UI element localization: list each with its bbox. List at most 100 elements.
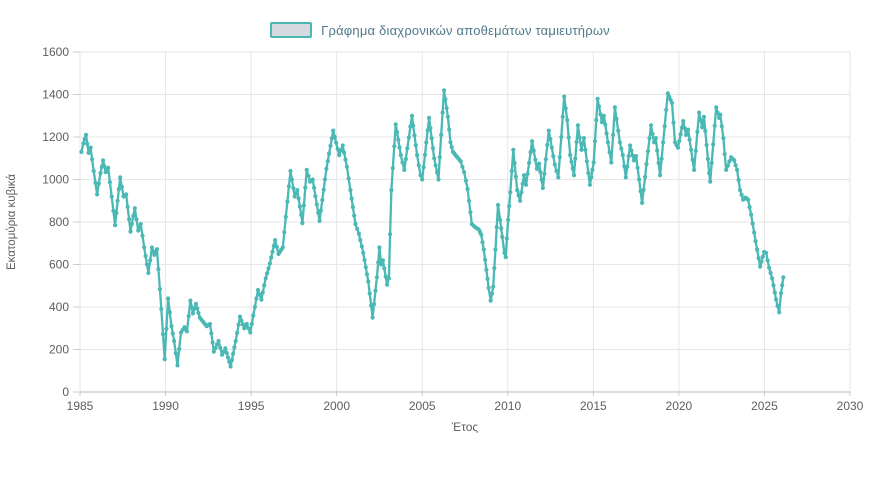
data-point-marker [656,160,661,165]
data-point-marker [251,313,256,318]
x-tick-label: 2020 [666,399,693,413]
x-tick-label: 1985 [67,399,94,413]
data-point-marker [498,217,503,222]
data-point-marker [460,164,465,169]
data-point-marker [565,117,570,123]
data-point-marker [616,128,621,133]
data-point-marker [299,212,304,217]
data-point-marker [494,225,499,230]
legend-item[interactable]: Γράφημα διαχρονικών αποθεμάτων ταμιευτήρ… [0,22,880,38]
data-point-marker [781,275,786,280]
data-point-marker [721,136,726,141]
data-point-marker [484,267,489,272]
data-point-marker [552,162,557,167]
data-point-marker [540,185,546,191]
data-point-marker [310,177,315,182]
data-point-marker [697,110,702,115]
data-point-marker [687,137,692,142]
data-point-marker [546,128,551,133]
data-point-marker [136,228,141,233]
data-point-marker [580,141,585,146]
y-axis-title: Εκατομύρια κυβικά [6,174,18,270]
data-point-marker [318,208,323,213]
data-point-marker [322,177,328,182]
data-point-marker [753,239,758,244]
data-point-marker [445,114,450,119]
data-point-marker [500,234,505,239]
data-point-marker [188,298,193,303]
data-point-marker [349,196,354,201]
data-point-marker [620,153,625,158]
data-point-marker [288,168,293,174]
data-point-marker [338,148,343,153]
data-point-marker [481,247,486,252]
data-point-marker [626,154,631,159]
data-point-marker [131,213,136,219]
data-point-marker [235,330,240,335]
data-point-marker [324,166,329,171]
data-point-marker [167,310,172,315]
data-point-marker [515,188,520,193]
data-point-marker [504,236,509,241]
data-point-marker [95,192,100,197]
data-point-marker [228,364,233,369]
data-point-marker [101,158,106,163]
data-point-marker [413,143,418,148]
data-point-marker [285,199,290,204]
data-point-marker [521,173,527,178]
data-point-marker [144,262,150,267]
data-point-marker [653,136,658,141]
data-point-marker [327,151,332,156]
data-point-marker [563,106,568,111]
data-point-marker [388,232,393,237]
data-point-marker [83,132,89,137]
data-point-marker [392,144,397,149]
data-point-marker [233,338,238,344]
x-tick-label: 2005 [409,399,436,413]
data-point-marker [432,156,437,161]
data-point-marker [764,250,769,255]
data-point-marker [436,177,441,182]
data-point-marker [175,363,180,368]
data-point-marker [592,139,598,144]
data-point-marker [485,276,490,281]
data-point-marker [257,292,262,297]
data-point-marker [115,198,120,203]
data-point-marker [246,326,251,331]
data-point-marker [214,342,220,347]
data-point-marker [385,282,390,287]
data-point-marker [102,164,107,169]
data-point-marker [681,119,686,124]
data-point-marker [232,345,237,350]
data-point-marker [231,351,236,356]
data-point-marker [493,247,498,252]
data-point-marker [774,297,779,302]
data-point-marker [443,97,448,102]
data-point-marker [668,97,673,102]
data-point-marker [380,258,385,263]
data-point-marker [371,302,377,307]
data-point-marker [575,123,581,128]
data-point-marker [416,163,421,168]
series-line[interactable] [80,89,785,368]
data-point-marker [262,283,267,288]
data-point-marker [509,168,514,174]
data-point-marker [283,214,288,219]
data-point-marker [573,156,578,161]
data-point-marker [695,129,700,134]
data-point-marker [93,180,98,185]
data-point-marker [689,147,694,152]
data-point-marker [584,159,590,164]
data-point-marker [363,265,368,270]
data-point-marker [554,168,559,174]
data-point-marker [344,164,349,169]
data-point-marker [677,138,682,144]
data-point-marker [684,132,689,137]
data-point-marker [644,162,649,167]
legend-swatch-icon [270,22,313,38]
data-point-marker [88,145,93,150]
data-point-marker [591,160,596,165]
data-point-marker [495,202,501,208]
data-point-marker [411,123,416,128]
